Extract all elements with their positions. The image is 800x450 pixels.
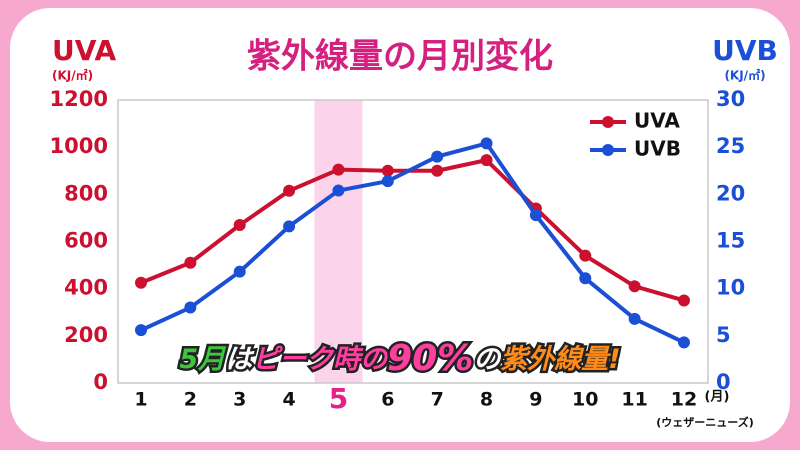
data-point bbox=[628, 280, 641, 293]
y2-tick-label: 20 bbox=[716, 181, 745, 205]
annotation: 5月はピーク時の90%の紫外線量! bbox=[179, 338, 620, 379]
x-tick-label: 4 bbox=[282, 389, 295, 411]
y2-axis-unit: (KJ/㎡) bbox=[724, 68, 765, 83]
data-point bbox=[678, 336, 690, 349]
data-point bbox=[381, 164, 394, 177]
y-axis-unit: (KJ/㎡) bbox=[52, 68, 93, 83]
data-point bbox=[135, 324, 147, 337]
data-point bbox=[579, 272, 592, 285]
x-tick-label: 7 bbox=[431, 389, 444, 411]
legend-label: UVB bbox=[634, 137, 681, 161]
data-point bbox=[579, 249, 592, 262]
annotation-part: 紫外線量! bbox=[500, 344, 620, 375]
data-point bbox=[431, 150, 444, 163]
source: (ウェザーニューズ) bbox=[656, 415, 754, 429]
data-point bbox=[233, 265, 246, 278]
annotation-part: 90% bbox=[387, 338, 473, 379]
data-point bbox=[480, 154, 493, 167]
legend-label: UVA bbox=[634, 109, 680, 133]
x-tick-label: 10 bbox=[572, 389, 598, 411]
annotation-part: ピーク時の bbox=[252, 344, 389, 375]
x-tick-label: 6 bbox=[381, 389, 394, 411]
y2-tick-label: 30 bbox=[716, 87, 745, 111]
y2-tick-label: 25 bbox=[716, 134, 745, 158]
data-point bbox=[431, 164, 444, 177]
x-tick-label: 11 bbox=[621, 389, 647, 411]
plot-frame bbox=[117, 99, 709, 384]
y-tick-label: 1200 bbox=[50, 87, 108, 111]
x-tick-label: 3 bbox=[233, 389, 246, 411]
data-point bbox=[283, 220, 296, 233]
data-point bbox=[184, 256, 197, 269]
data-point bbox=[135, 276, 147, 289]
series-line bbox=[140, 141, 685, 345]
data-point bbox=[678, 294, 690, 307]
data-point bbox=[332, 184, 345, 197]
annotation-part: の bbox=[473, 344, 502, 375]
data-point bbox=[332, 163, 345, 176]
legend-marker bbox=[602, 116, 614, 128]
chart-title: 紫外線量の月別変化 bbox=[247, 37, 553, 77]
data-point bbox=[381, 175, 394, 188]
data-point bbox=[184, 301, 197, 314]
data-point bbox=[233, 218, 246, 231]
y-tick-label: 200 bbox=[64, 323, 108, 347]
y-tick-label: 600 bbox=[64, 229, 108, 253]
x-tick-label: 2 bbox=[184, 389, 197, 411]
y-axis-title: UVA bbox=[52, 34, 117, 67]
data-point bbox=[628, 312, 641, 325]
x-axis-unit: (月) bbox=[705, 390, 730, 405]
legend-marker bbox=[602, 144, 614, 156]
annotation-part: 5月 bbox=[179, 344, 227, 375]
y-tick-label: 400 bbox=[64, 276, 108, 300]
y2-tick-label: 5 bbox=[716, 323, 731, 347]
x-tick-label: 9 bbox=[529, 389, 542, 411]
y-tick-label: 800 bbox=[64, 181, 108, 205]
x-tick-label: 5 bbox=[329, 382, 348, 415]
y2-axis-title: UVB bbox=[712, 34, 778, 67]
y2-tick-label: 15 bbox=[716, 229, 745, 253]
highlight-band bbox=[314, 100, 363, 383]
x-tick-label: 1 bbox=[134, 389, 147, 411]
data-point bbox=[283, 184, 296, 197]
data-point bbox=[480, 137, 493, 150]
panel bbox=[10, 8, 790, 442]
annotation-part: は bbox=[225, 344, 255, 375]
data-point bbox=[529, 209, 542, 222]
y-tick-label: 1000 bbox=[50, 134, 108, 158]
y2-tick-label: 10 bbox=[716, 276, 745, 300]
y-tick-label: 0 bbox=[93, 370, 108, 394]
x-tick-label: 12 bbox=[671, 389, 697, 411]
x-tick-label: 8 bbox=[480, 389, 493, 411]
y2-tick-label: 0 bbox=[716, 370, 731, 394]
